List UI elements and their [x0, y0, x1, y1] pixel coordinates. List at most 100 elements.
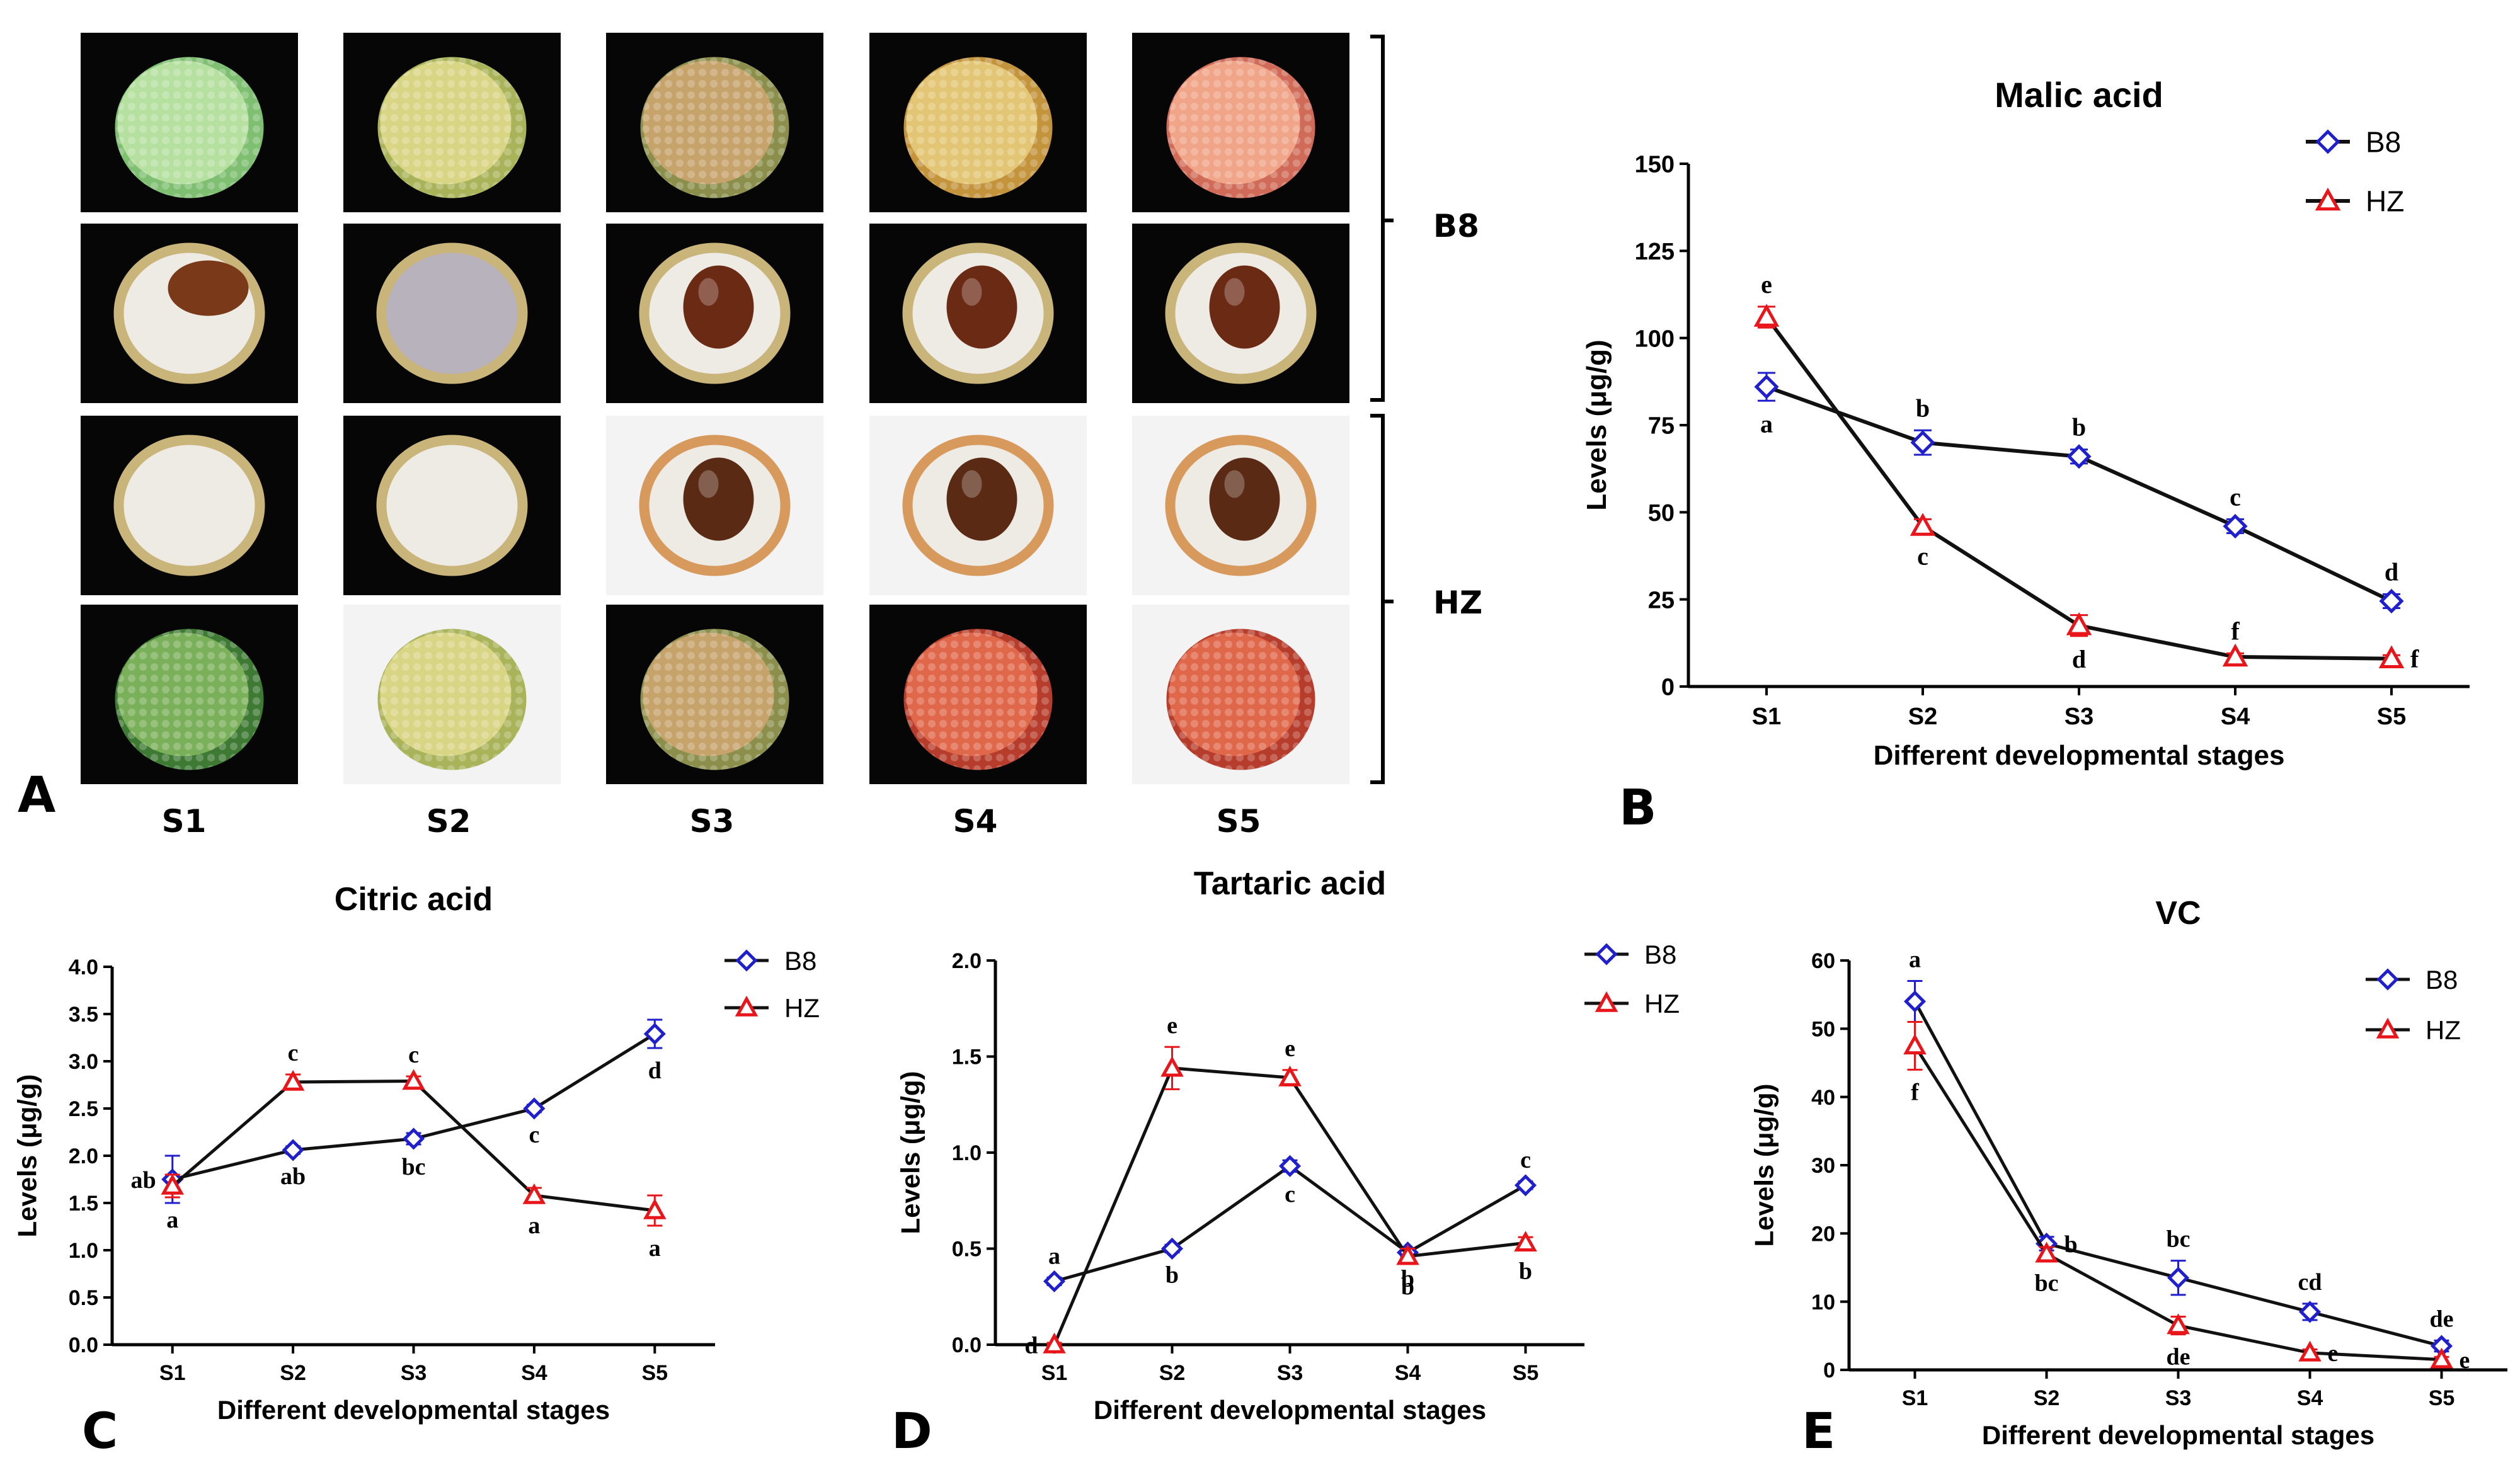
- significance-letter: a: [528, 1212, 540, 1239]
- x-tick-label: S5: [642, 1361, 668, 1385]
- legend-marker-b8: [1595, 943, 1618, 966]
- y-tick-label: 40: [1811, 1086, 1835, 1110]
- y-tick-label: 1.0: [69, 1239, 98, 1263]
- significance-letter: ab: [131, 1167, 156, 1194]
- significance-letter: c: [288, 1040, 299, 1066]
- y-tick-label: 75: [1648, 413, 1675, 440]
- fruit-photo-cut-fruit-brown-seed: [1132, 224, 1349, 403]
- stage-label-s1: S1: [161, 803, 207, 840]
- significance-letter: de: [2167, 1344, 2191, 1371]
- legend-label-hz: HZ: [1644, 989, 1680, 1018]
- significance-letter: c: [1520, 1147, 1531, 1173]
- panel-letter-d: D: [891, 1403, 932, 1460]
- y-tick-label: 125: [1635, 239, 1675, 265]
- y-tick-label: 30: [1811, 1154, 1835, 1178]
- data-point-hz: [2430, 1347, 2453, 1369]
- fruit-photo-cut-fruit-dark-seed: [869, 416, 1087, 595]
- fruit-photo-whole-fruit-red: [1132, 605, 1349, 784]
- fruit-photo-cut-fruit-brown-seed: [869, 224, 1087, 403]
- y-tick-label: 100: [1635, 326, 1675, 352]
- x-tick-label: S2: [1159, 1361, 1186, 1385]
- malic-acid-chart: Malic acid 0 25 50 75 100 125 150 S1 S2 S3 S4 S5 Diff…: [1581, 75, 2470, 771]
- significance-letter: b: [1916, 394, 1930, 422]
- significance-letter: c: [1917, 542, 1928, 571]
- y-tick-label: 0.5: [69, 1286, 98, 1310]
- significance-letter: f: [1911, 1079, 1920, 1105]
- data-point-hz: [1278, 1065, 1302, 1086]
- tartaric-acid-chart: Tartaric acid 0.0 0.5 1.0 1.5 2.0 S1 S2 S3 S4 S5 Di…: [896, 865, 1680, 1425]
- data-point-b8: [643, 1022, 666, 1046]
- significance-letter: e: [1761, 270, 1772, 299]
- data-point-hz: [1160, 1056, 1184, 1077]
- data-point-b8: [282, 1139, 304, 1161]
- legend-marker-hz: [1595, 991, 1618, 1012]
- x-axis-label: Different developmental stages: [1094, 1395, 1486, 1425]
- data-point-b8: [2298, 1301, 2322, 1323]
- data-point-b8: [1043, 1270, 1066, 1292]
- x-axis-label: Different developmental stages: [1982, 1420, 2374, 1450]
- data-point-b8: [1514, 1174, 1537, 1197]
- legend-marker-hz: [2315, 187, 2341, 211]
- significance-letter: b: [1519, 1258, 1532, 1285]
- y-axis-label: Levels (μg/g): [896, 1071, 925, 1234]
- significance-letter: de: [2430, 1306, 2454, 1332]
- hz-group-label: HZ: [1433, 584, 1483, 621]
- panel-letter-a: A: [18, 767, 56, 824]
- data-point-hz: [2298, 1340, 2322, 1362]
- b8-bracket: [1370, 35, 1394, 402]
- data-point-b8: [1278, 1154, 1302, 1177]
- fruit-photo-whole-fruit-pink: [1132, 33, 1349, 212]
- legend-label-hz: HZ: [2366, 185, 2404, 218]
- chart-title: Tartaric acid: [1194, 865, 1386, 902]
- y-tick-label: 50: [1811, 1018, 1835, 1042]
- x-tick-label: S3: [2165, 1386, 2192, 1410]
- x-axis-label: Different developmental stages: [217, 1395, 610, 1425]
- significance-letter: bc: [402, 1154, 426, 1180]
- x-tick-label: S5: [1513, 1361, 1539, 1385]
- y-tick-label: 20: [1811, 1223, 1835, 1246]
- data-point-hz: [1043, 1332, 1066, 1354]
- y-tick-label: 50: [1648, 500, 1675, 527]
- data-point-b8: [402, 1127, 425, 1150]
- y-tick-label: 150: [1635, 152, 1675, 178]
- y-tick-label: 1.5: [69, 1192, 98, 1216]
- x-tick-label: S3: [2065, 704, 2093, 730]
- significance-letter: d: [1024, 1332, 1038, 1359]
- significance-letter: a: [1048, 1243, 1060, 1269]
- x-tick-label: S1: [1752, 704, 1781, 730]
- y-tick-label: 2.0: [952, 949, 982, 973]
- x-tick-label: S2: [1908, 704, 1937, 730]
- data-point-hz: [402, 1069, 425, 1090]
- y-tick-label: 0: [1661, 675, 1675, 701]
- fruit-photo-cut-fruit-grey-aril: [343, 224, 561, 403]
- fruit-photo-whole-fruit-yellow-green: [343, 33, 561, 212]
- x-tick-label: S4: [521, 1361, 547, 1385]
- y-tick-label: 3.5: [69, 1003, 98, 1027]
- data-point-hz: [2378, 645, 2405, 669]
- x-tick-label: S1: [1902, 1386, 1928, 1410]
- fruit-photo-cut-fruit-white-aril: [343, 416, 561, 595]
- series-line-hz: [1765, 316, 2392, 661]
- chart-title: Citric acid: [335, 881, 493, 918]
- significance-letter: bc: [2167, 1226, 2191, 1253]
- fruit-photo-cut-fruit-white-aril: [81, 224, 298, 403]
- fruit-photo-whole-fruit-green: [81, 33, 298, 212]
- significance-letter: e: [1285, 1035, 1295, 1062]
- data-point-b8: [1910, 430, 1935, 455]
- y-axis-label: Levels (μg/g): [1750, 1083, 1779, 1246]
- y-tick-label: 2.0: [69, 1144, 98, 1168]
- chart-title: VC: [2155, 895, 2201, 932]
- chart-title: Malic acid: [1995, 75, 2163, 115]
- y-tick-label: 10: [1811, 1291, 1835, 1314]
- significance-letter: c: [1285, 1182, 1295, 1208]
- significance-letter: c: [2230, 482, 2241, 511]
- legend-label-hz: HZ: [784, 993, 820, 1023]
- data-point-b8: [1160, 1237, 1184, 1260]
- fruit-photo-cut-fruit-dark-seed: [1132, 416, 1349, 595]
- significance-letter: a: [649, 1235, 661, 1262]
- fruit-photo-whole-fruit-pink-green: [606, 605, 823, 784]
- fruit-photo-cut-fruit-dark-seed: [606, 416, 823, 595]
- significance-letter: a: [1760, 409, 1773, 438]
- x-tick-label: S3: [1277, 1361, 1303, 1385]
